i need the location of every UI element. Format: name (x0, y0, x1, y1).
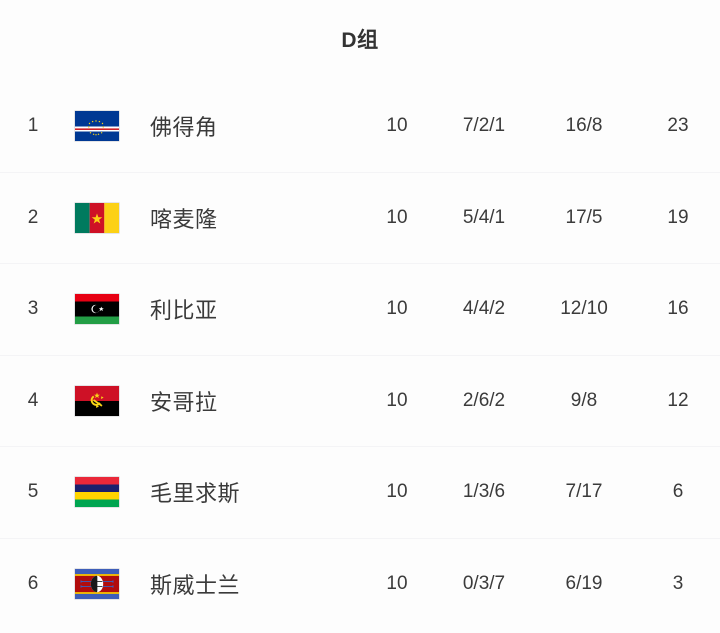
row-played: 10 (386, 389, 408, 411)
flag-cape-verde-icon (75, 111, 119, 142)
row-team-name: 喀麦隆 (150, 206, 218, 232)
row-team-name: 毛里求斯 (150, 481, 241, 507)
row-team-name: 利比亚 (150, 298, 218, 324)
row-goals: 12/10 (560, 298, 608, 320)
row-goals: 17/5 (565, 206, 603, 228)
row-record: 2/6/2 (462, 389, 506, 411)
flag-angola-icon (75, 385, 119, 416)
row-rank: 1 (27, 115, 39, 137)
row-rank: 2 (27, 206, 39, 228)
row-points: 16 (667, 298, 689, 320)
row-rank: 4 (27, 389, 39, 411)
row-goals: 7/17 (565, 481, 603, 503)
row-played: 10 (386, 115, 408, 137)
row-flag-cell (66, 294, 128, 325)
row-goals: 16/8 (565, 115, 603, 137)
row-points: 3 (672, 573, 684, 595)
row-points: 19 (667, 206, 689, 228)
table-row[interactable]: 4 安哥拉 1 (0, 356, 720, 447)
table-row[interactable]: 3 利比亚 10 4/4/2 12/10 (0, 264, 720, 356)
row-flag-cell (66, 477, 128, 508)
table-row[interactable]: 2 喀麦隆 10 5/4/1 17/5 19 (0, 173, 720, 264)
row-rank: 5 (27, 481, 39, 503)
row-points: 23 (667, 115, 689, 137)
row-flag-cell (66, 111, 128, 142)
row-played: 10 (386, 298, 408, 320)
row-team-name: 安哥拉 (150, 389, 218, 415)
row-record: 5/4/1 (462, 206, 506, 228)
row-played: 10 (386, 573, 408, 595)
flag-mauritius-icon (75, 477, 119, 508)
row-points: 6 (672, 481, 684, 503)
row-flag-cell (66, 385, 128, 416)
row-goals: 6/19 (565, 573, 603, 595)
row-flag-cell (66, 569, 128, 600)
row-record: 0/3/7 (462, 573, 506, 595)
flag-libya-icon (75, 294, 119, 325)
row-record: 1/3/6 (462, 481, 506, 503)
row-rank: 6 (27, 573, 39, 595)
row-points: 12 (667, 389, 689, 411)
standings-rows: 1 (0, 81, 720, 630)
row-record: 4/4/2 (462, 298, 506, 320)
table-row[interactable]: 1 (0, 81, 720, 173)
row-rank: 3 (27, 298, 39, 320)
row-goals: 9/8 (570, 389, 598, 411)
flag-eswatini-icon (75, 569, 119, 600)
row-flag-cell (66, 202, 128, 233)
row-record: 7/2/1 (462, 115, 506, 137)
row-played: 10 (386, 206, 408, 228)
table-row[interactable]: 5 毛里求斯 10 1/3/6 7/17 6 (0, 447, 720, 539)
flag-cameroon-icon (75, 202, 119, 233)
row-team-name: 斯威士兰 (150, 573, 241, 599)
table-row[interactable]: 6 (0, 539, 720, 631)
row-team-name: 佛得角 (150, 115, 218, 141)
row-played: 10 (386, 481, 408, 503)
page-title: D组 (341, 29, 379, 52)
